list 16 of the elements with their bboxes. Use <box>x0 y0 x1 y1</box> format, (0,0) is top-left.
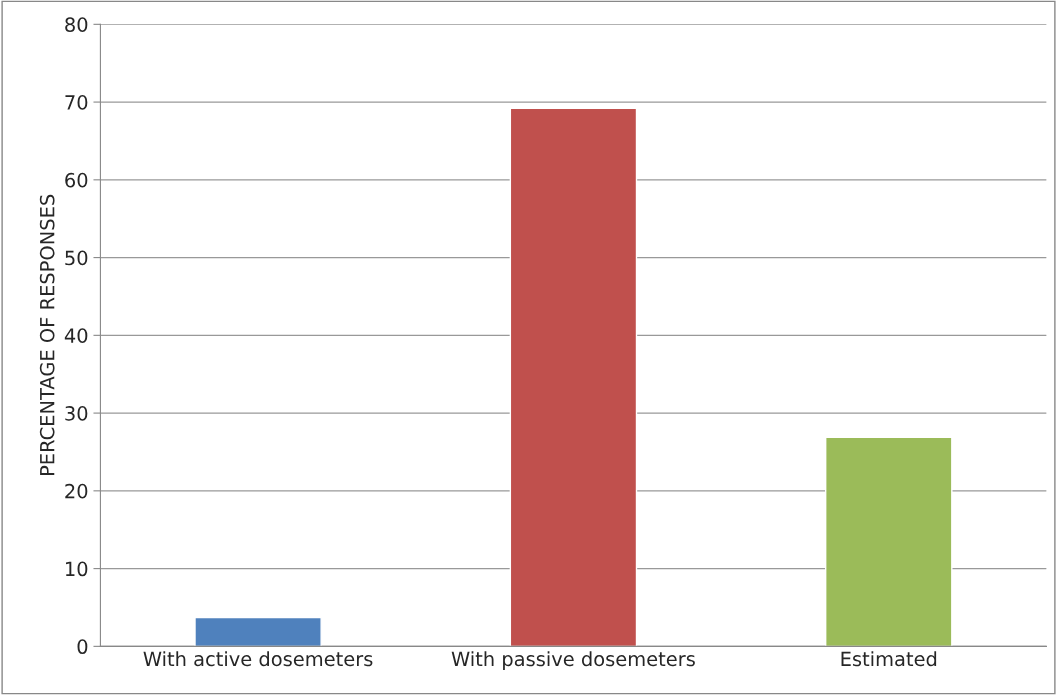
y-tick-label: 10 <box>66 561 88 577</box>
y-tick-label: 20 <box>65 483 88 499</box>
y-tick-label: 30 <box>65 406 88 421</box>
y-tick-label: 40 <box>64 328 88 343</box>
y-tick-label: 50 <box>65 250 88 266</box>
y-tick-label: 60 <box>65 172 88 188</box>
x-tick-label: With active dosemeters <box>143 651 373 667</box>
x-tick-label: Estimated <box>841 651 937 667</box>
bar <box>824 436 953 647</box>
y-tick-label: 70 <box>65 95 88 110</box>
y-tick-label: 0 <box>77 639 88 655</box>
y-tick-label: 80 <box>65 17 88 32</box>
bar <box>509 107 638 647</box>
x-tick-label: With passive dosemeters <box>451 651 695 671</box>
bar <box>194 616 322 647</box>
y-axis-title: PERCENTAGE OF RESPONSES <box>39 194 55 476</box>
